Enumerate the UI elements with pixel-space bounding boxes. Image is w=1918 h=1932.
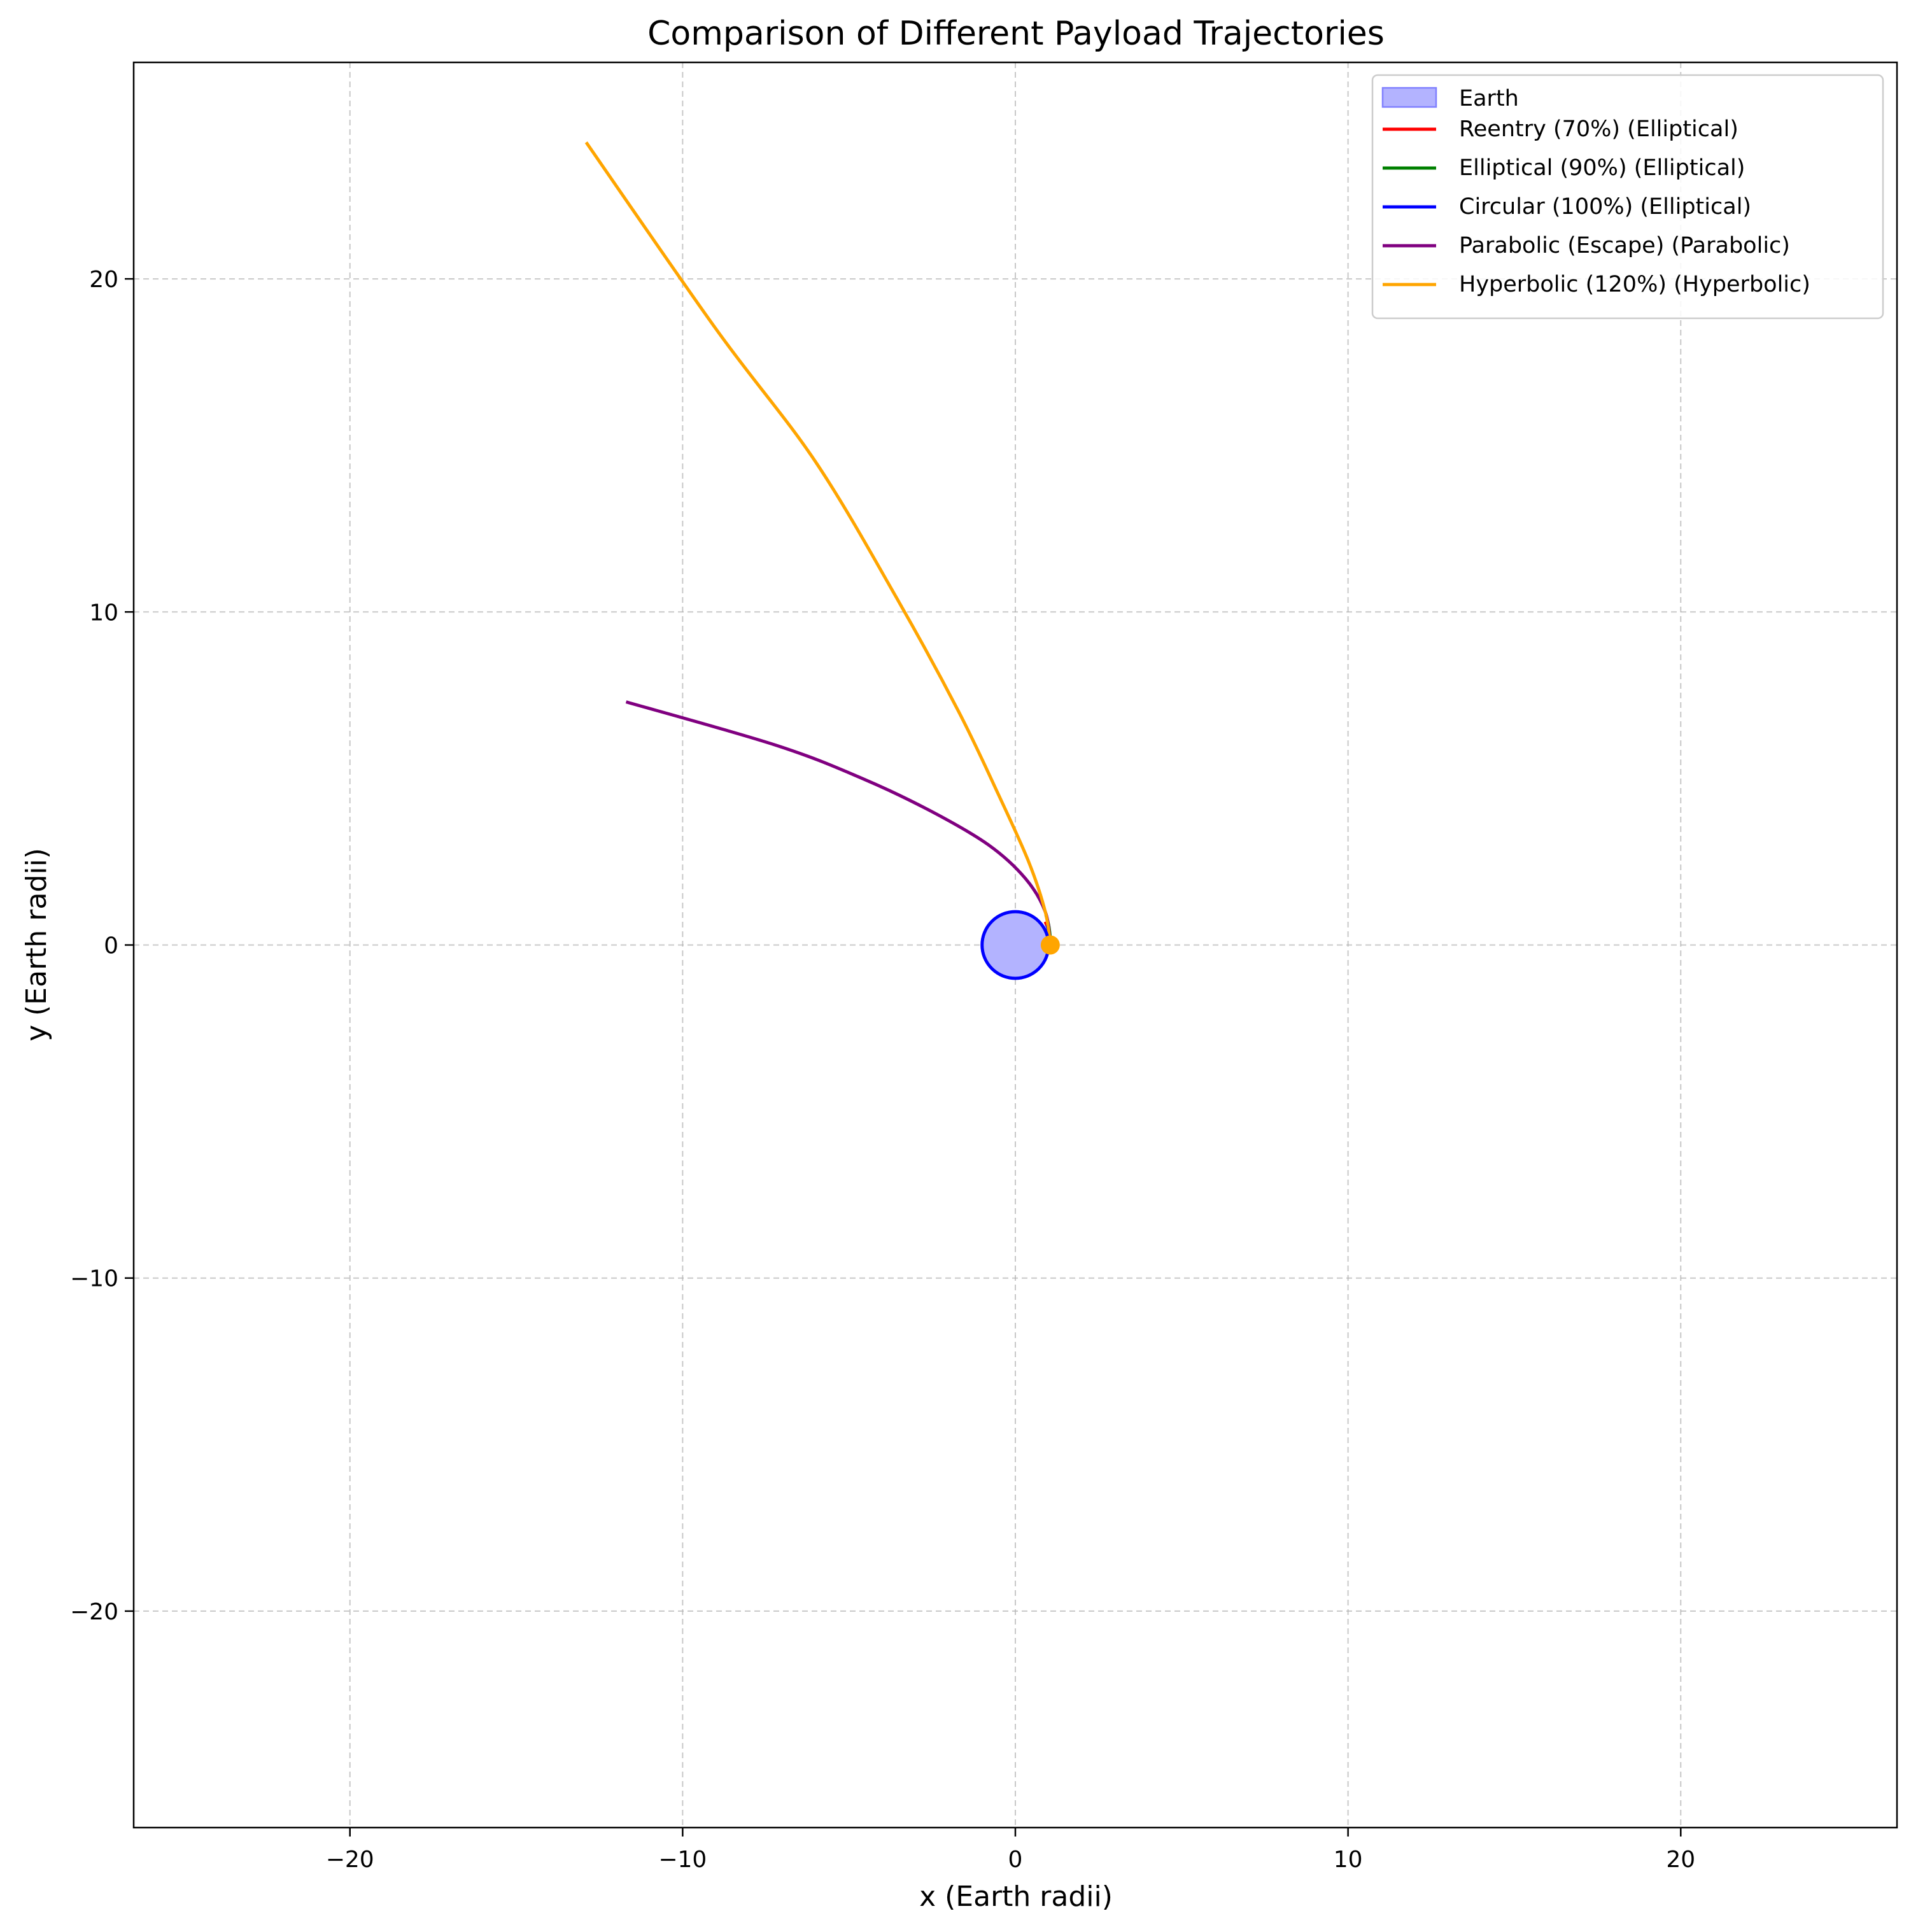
x-axis-label: x (Earth radii): [919, 1880, 1113, 1913]
y-tick-label: −20: [70, 1599, 118, 1625]
trajectory-line-3: [625, 700, 1052, 945]
launch-point-marker: [1040, 935, 1060, 955]
y-tick-label: −10: [70, 1266, 118, 1292]
x-tick-label: −20: [326, 1847, 374, 1873]
legend-label-3: Parabolic (Escape) (Parabolic): [1459, 233, 1790, 258]
trajectory-line-4: [584, 141, 1052, 945]
y-tick-label: 0: [104, 933, 118, 959]
legend-swatch-earth: [1381, 87, 1437, 108]
legend-label-0: Reentry (70%) (Elliptical): [1459, 116, 1738, 142]
earth-layer: [980, 910, 1060, 980]
x-tick-label: −10: [658, 1847, 707, 1873]
earth-disk: [980, 910, 1050, 980]
legend-label-4: Hyperbolic (120%) (Hyperbolic): [1459, 272, 1810, 297]
legend-label-earth: Earth: [1459, 86, 1519, 111]
x-tick-label: 20: [1666, 1847, 1695, 1873]
y-tick-label: 20: [89, 267, 118, 293]
x-axis-ticks: −20 −10 0 10 20: [326, 1828, 1695, 1873]
x-tick-label: 10: [1334, 1847, 1363, 1873]
y-axis-label: y (Earth radii): [20, 848, 53, 1041]
chart-title: Comparison of Different Payload Trajecto…: [647, 15, 1385, 53]
plot-area: [132, 61, 1898, 1829]
y-tick-label: 10: [89, 600, 118, 626]
legend: Earth Reentry (70%) (Elliptical) Elliptic…: [1371, 74, 1884, 320]
x-tick-label: 0: [1008, 1847, 1023, 1873]
legend-label-1: Elliptical (90%) (Elliptical): [1459, 155, 1745, 181]
legend-frame: [1371, 74, 1884, 320]
y-axis-ticks: −20 −10 0 10 20: [70, 267, 134, 1625]
legend-label-2: Circular (100%) (Elliptical): [1459, 194, 1751, 220]
